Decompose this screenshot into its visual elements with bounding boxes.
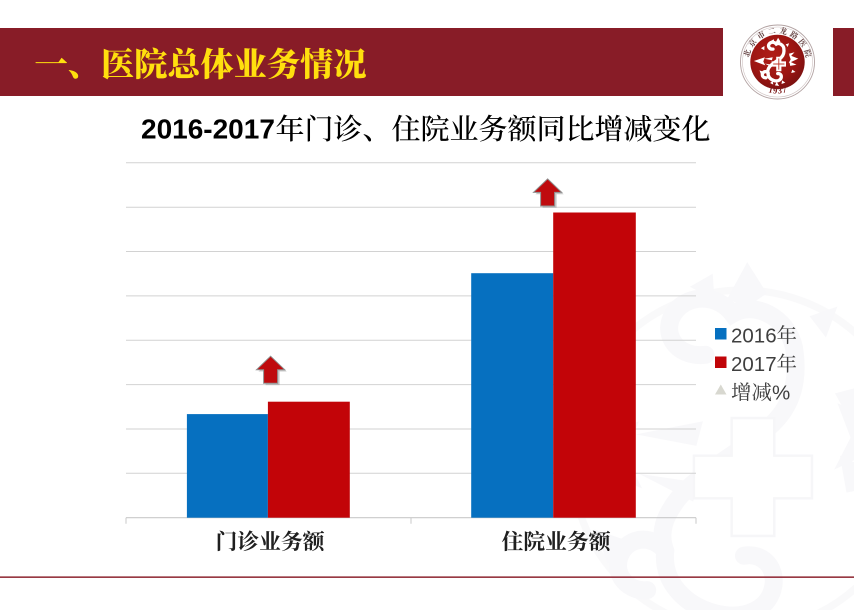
svg-text:7: 7 <box>781 84 788 95</box>
svg-text:2016-2017: 2016-2017 <box>141 113 275 144</box>
svg-text:1: 1 <box>768 84 775 95</box>
svg-text:3: 3 <box>777 85 782 95</box>
svg-text:%: % <box>772 382 790 405</box>
svg-text:2017: 2017 <box>731 353 777 376</box>
svg-text:2016: 2016 <box>731 325 777 348</box>
svg-text:9: 9 <box>773 85 778 95</box>
